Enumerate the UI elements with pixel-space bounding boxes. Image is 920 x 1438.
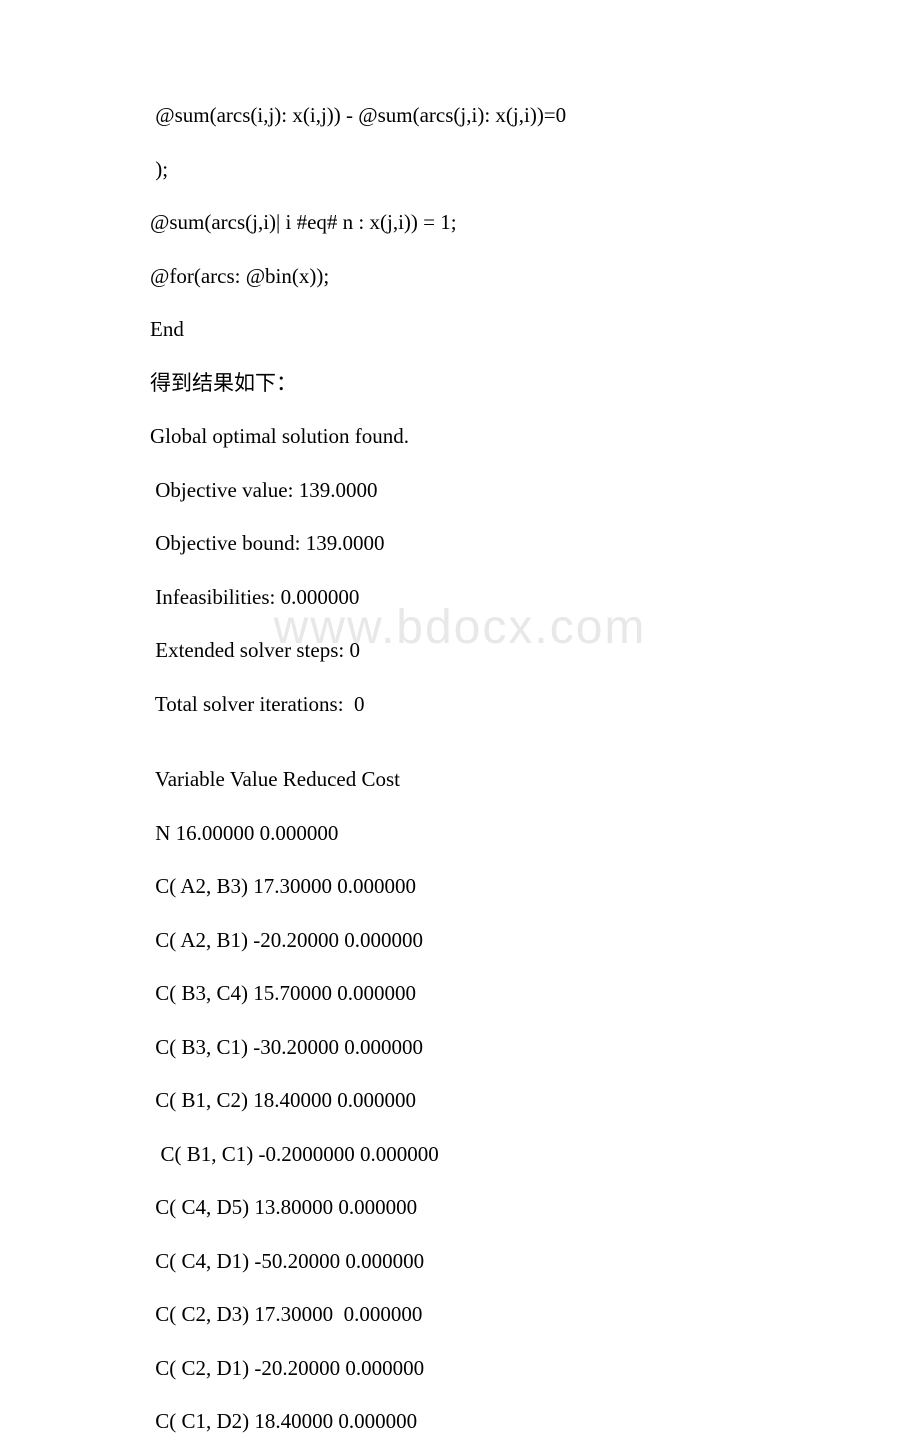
document-content: @sum(arcs(i,j): x(i,j)) - @sum(arcs(j,i)… xyxy=(150,100,780,1438)
data-row: C( A2, B1) -20.20000 0.000000 xyxy=(150,925,780,957)
output-line: Extended solver steps: 0 xyxy=(150,635,780,667)
output-line: Objective bound: 139.0000 xyxy=(150,528,780,560)
data-row: C( B1, C1) -0.2000000 0.000000 xyxy=(150,1139,780,1171)
data-row: N 16.00000 0.000000 xyxy=(150,818,780,850)
output-line: Infeasibilities: 0.000000 xyxy=(150,582,780,614)
data-row: C( B1, C2) 18.40000 0.000000 xyxy=(150,1085,780,1117)
data-row: C( C4, D1) -50.20000 0.000000 xyxy=(150,1246,780,1278)
data-row: C( C4, D5) 13.80000 0.000000 xyxy=(150,1192,780,1224)
data-row: C( C1, D2) 18.40000 0.000000 xyxy=(150,1406,780,1438)
data-row: C( A2, B3) 17.30000 0.000000 xyxy=(150,871,780,903)
code-line: ); xyxy=(150,154,780,186)
result-label: 得到结果如下： xyxy=(150,368,780,400)
data-row: C( B3, C4) 15.70000 0.000000 xyxy=(150,978,780,1010)
output-line: Global optimal solution found. xyxy=(150,421,780,453)
output-line: Objective value: 139.0000 xyxy=(150,475,780,507)
code-line: @for(arcs: @bin(x)); xyxy=(150,261,780,293)
code-line: End xyxy=(150,314,780,346)
data-row: C( B3, C1) -30.20000 0.000000 xyxy=(150,1032,780,1064)
data-row: C( C2, D1) -20.20000 0.000000 xyxy=(150,1353,780,1385)
output-line: Total solver iterations: 0 xyxy=(150,689,780,721)
code-line: @sum(arcs(j,i)| i #eq# n : x(j,i)) = 1; xyxy=(150,207,780,239)
data-row: C( C2, D3) 17.30000 0.000000 xyxy=(150,1299,780,1331)
code-line: @sum(arcs(i,j): x(i,j)) - @sum(arcs(j,i)… xyxy=(150,100,780,132)
text-lines-container: @sum(arcs(i,j): x(i,j)) - @sum(arcs(j,i)… xyxy=(150,100,780,1438)
table-header: Variable Value Reduced Cost xyxy=(150,764,780,796)
